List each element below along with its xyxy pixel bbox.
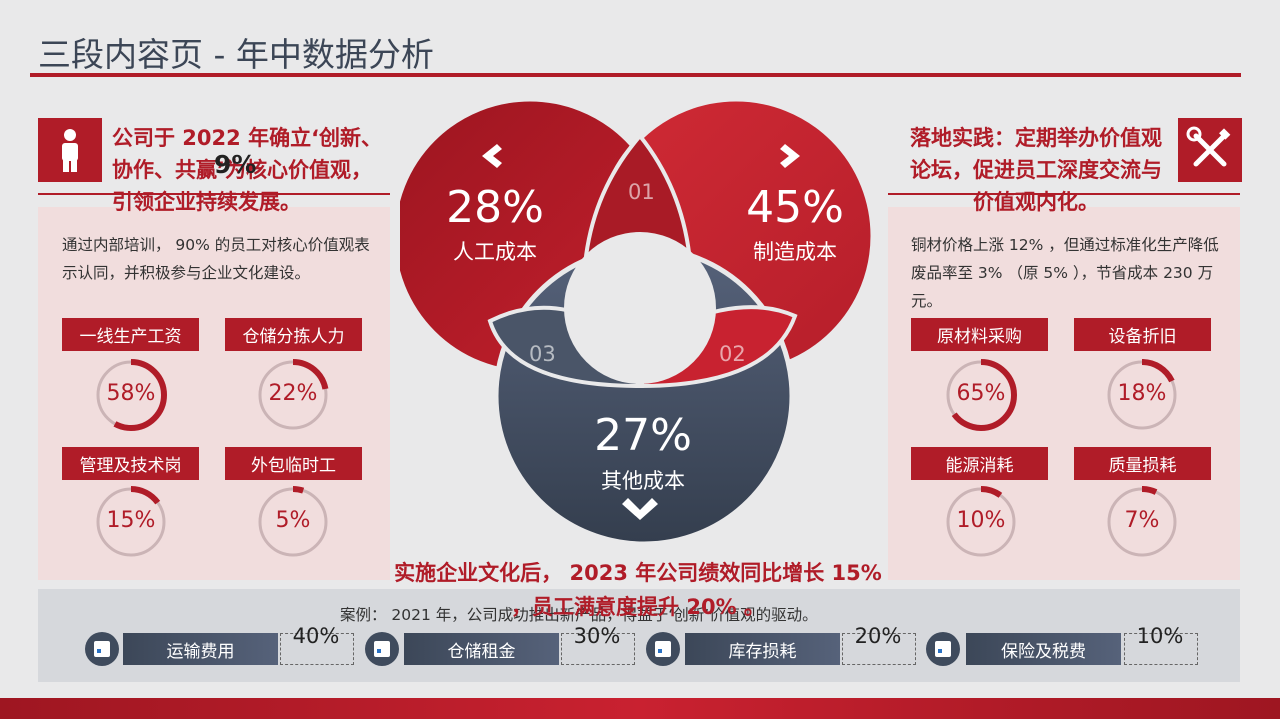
chevron-right-icon	[780, 144, 800, 168]
footer-value-box-1	[280, 633, 354, 665]
ring-pct-4: 5%	[275, 508, 311, 533]
ring-progress	[257, 359, 329, 431]
venn-label-2: 制造成本	[753, 240, 837, 264]
footer-value-2: 30%	[573, 624, 621, 648]
ring-progress	[945, 486, 1017, 558]
footer-label-3: 库存损耗	[685, 633, 840, 665]
highlight-text: 实施企业文化后， 2023 年公司绩效同比增长 15% ，员工满意度提升 20%…	[394, 561, 882, 619]
ring-pct-7: 10%	[956, 508, 1006, 533]
progress-ring-7	[945, 486, 1017, 558]
left-body-text: 通过内部培训， 90% 的员工对核心价值观表示认同，并积极参与企业文化建设。	[62, 236, 370, 282]
progress-ring-1	[95, 359, 167, 431]
progress-ring-2	[257, 359, 329, 431]
document-icon	[365, 632, 399, 666]
left-heading: 公司于 2022 年确立‘创新、协作、共赢’为核心价值观，引领企业持续发展。	[112, 126, 383, 214]
overlap-label: 9%	[214, 150, 257, 179]
ring-progress	[257, 486, 329, 558]
tools-icon	[1178, 118, 1242, 182]
footer-label-2: 仓储租金	[404, 633, 559, 665]
ring-progress	[1106, 359, 1178, 431]
ring-progress	[95, 359, 167, 431]
progress-ring-8	[1106, 486, 1178, 558]
ring-progress	[1106, 486, 1178, 558]
document-icon	[646, 632, 680, 666]
progress-ring-5	[945, 359, 1017, 431]
person-icon	[38, 118, 102, 182]
footer-value-box-2	[561, 633, 635, 665]
footer-value-3: 20%	[854, 624, 902, 648]
footer-value-1: 40%	[292, 624, 340, 648]
progress-ring-6	[1106, 359, 1178, 431]
document-icon	[85, 632, 119, 666]
right-heading-rule	[888, 193, 1240, 195]
footer-label-1: 运输费用	[123, 633, 278, 665]
left-heading-rule	[38, 193, 390, 195]
right-tag-2: 设备折旧	[1074, 318, 1211, 351]
venn-number-03: 03	[529, 342, 556, 366]
footer-value-4: 10%	[1136, 624, 1184, 648]
ring-progress	[95, 486, 167, 558]
venn-center	[564, 232, 716, 384]
chevron-down-icon	[622, 498, 658, 520]
ring-progress	[945, 359, 1017, 431]
progress-ring-3	[95, 486, 167, 558]
title-divider	[30, 73, 1241, 77]
right-tag-4: 质量损耗	[1074, 447, 1211, 480]
ring-pct-8: 7%	[1124, 508, 1160, 533]
left-tag-4: 外包临时工	[225, 447, 362, 480]
left-tag-2: 仓储分拣人力	[225, 318, 362, 351]
venn-diagram	[400, 96, 876, 546]
left-tag-1: 一线生产工资	[62, 318, 199, 351]
progress-ring-4	[257, 486, 329, 558]
case-text: 案例： 2021 年，公司成功推出新产品，得益于‘创新’价值观的驱动。	[340, 606, 818, 624]
venn-label-3: 其他成本	[601, 469, 685, 493]
left-tag-3: 管理及技术岗	[62, 447, 199, 480]
ring-pct-6: 18%	[1117, 381, 1167, 406]
ring-pct-5: 65%	[956, 381, 1006, 406]
ring-pct-1: 58%	[106, 381, 156, 406]
bottom-bar	[0, 698, 1280, 719]
venn-pct-2: 45%	[746, 182, 844, 233]
chevron-left-icon	[482, 144, 502, 168]
footer-value-box-3	[842, 633, 916, 665]
footer-value-box-4	[1124, 633, 1198, 665]
ring-pct-3: 15%	[106, 508, 156, 533]
venn-pct-3: 27%	[594, 410, 692, 461]
document-icon	[926, 632, 960, 666]
footer-label-4: 保险及税费	[966, 633, 1121, 665]
right-tag-1: 原材料采购	[911, 318, 1048, 351]
right-tag-3: 能源消耗	[911, 447, 1048, 480]
venn-pct-1: 28%	[446, 182, 544, 233]
venn-label-1: 人工成本	[453, 240, 537, 264]
page-title: 三段内容页 - 年中数据分析	[38, 35, 434, 74]
right-heading: 落地实践：定期举办价值观论坛，促进员工深度交流与价值观内化。	[910, 126, 1162, 214]
venn-number-01: 01	[628, 180, 655, 204]
ring-pct-2: 22%	[268, 381, 318, 406]
venn-number-02: 02	[719, 342, 746, 366]
right-body-text: 铜材价格上涨 12% ，但通过标准化生产降低废品率至 3% （原 5% ），节省…	[911, 236, 1219, 310]
